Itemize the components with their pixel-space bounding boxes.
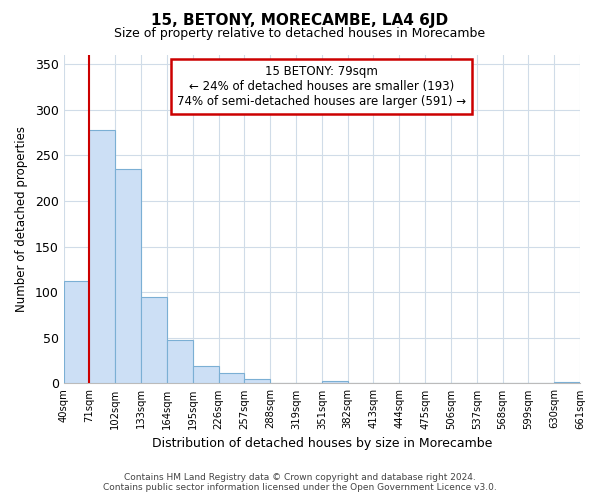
Bar xyxy=(115,169,141,384)
X-axis label: Distribution of detached houses by size in Morecambe: Distribution of detached houses by size … xyxy=(152,437,492,450)
Text: Size of property relative to detached houses in Morecambe: Size of property relative to detached ho… xyxy=(115,28,485,40)
Bar xyxy=(554,382,580,384)
Bar xyxy=(167,340,193,384)
Bar xyxy=(141,297,167,384)
Bar xyxy=(322,380,347,384)
Text: Contains HM Land Registry data © Crown copyright and database right 2024.
Contai: Contains HM Land Registry data © Crown c… xyxy=(103,473,497,492)
Y-axis label: Number of detached properties: Number of detached properties xyxy=(15,126,28,312)
Text: 15 BETONY: 79sqm
← 24% of detached houses are smaller (193)
74% of semi-detached: 15 BETONY: 79sqm ← 24% of detached house… xyxy=(177,65,466,108)
Bar xyxy=(89,130,115,384)
Bar xyxy=(64,282,89,384)
Bar xyxy=(244,379,270,384)
Bar xyxy=(193,366,218,384)
Bar xyxy=(218,374,244,384)
Text: 15, BETONY, MORECAMBE, LA4 6JD: 15, BETONY, MORECAMBE, LA4 6JD xyxy=(151,12,449,28)
